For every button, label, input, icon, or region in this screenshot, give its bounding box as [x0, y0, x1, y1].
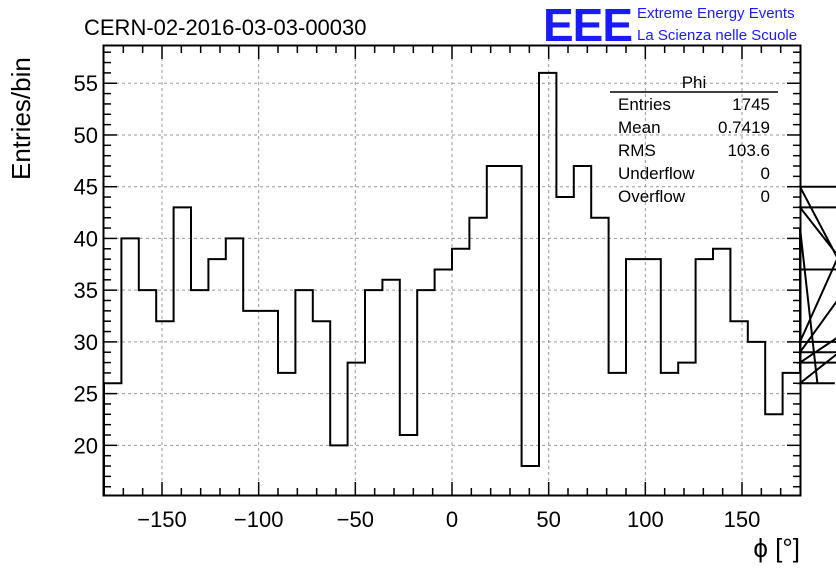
stats-label-underflow: Underflow — [618, 164, 695, 183]
stats-label-entries: Entries — [618, 95, 671, 114]
plot-frame — [102, 44, 802, 497]
y-tick-label: 30 — [74, 330, 98, 355]
stats-value-overflow: 0 — [761, 187, 770, 206]
x-tick-label: 0 — [446, 507, 458, 532]
logo-text: EEE — [543, 0, 632, 51]
y-tick-label: 50 — [74, 123, 98, 148]
stats-label-rms: RMS — [618, 141, 656, 160]
x-tick-label: −50 — [337, 507, 374, 532]
stats-value-mean: 0.7419 — [718, 118, 770, 137]
eee-logo: EEE Extreme Energy Events La Scienza nel… — [543, 0, 797, 51]
stats-label-mean: Mean — [618, 118, 661, 137]
histogram-steps — [103, 71, 836, 495]
y-tick-label: 55 — [74, 71, 98, 96]
x-tick-label: 50 — [536, 507, 560, 532]
x-tick-label: 100 — [627, 507, 664, 532]
y-tick-label: 35 — [74, 278, 98, 303]
x-tick-labels: −150 −100 −50 0 50 100 150 — [137, 507, 760, 532]
y-tick-label: 20 — [74, 433, 98, 458]
x-axis-title: ϕ [°] — [753, 533, 800, 563]
stats-label-overflow: Overflow — [618, 187, 686, 206]
x-tick-label: −150 — [137, 507, 187, 532]
stats-value-underflow: 0 — [761, 164, 770, 183]
y-tick-label: 25 — [74, 382, 98, 407]
y-tick-label: 45 — [74, 175, 98, 200]
stats-value-rms: 103.6 — [727, 141, 770, 160]
x-tick-label: 150 — [724, 507, 761, 532]
logo-line-2: La Scienza nelle Scuole — [637, 27, 797, 44]
stats-box-name: Phi — [682, 73, 707, 92]
grid-lines — [104, 46, 800, 495]
stats-value-entries: 1745 — [732, 95, 770, 114]
y-axis-title: Entries/bin — [6, 57, 36, 180]
y-tick-labels: 20 25 30 35 40 45 50 55 — [74, 71, 98, 458]
chart-title: CERN-02-2016-03-03-00030 — [84, 15, 367, 40]
axis-ticks — [104, 46, 800, 495]
x-tick-label: −100 — [234, 507, 284, 532]
stats-box: Phi Entries 1745 Mean 0.7419 RMS 103.6 U… — [610, 73, 778, 206]
logo-line-1: Extreme Energy Events — [637, 5, 795, 22]
y-tick-label: 40 — [74, 226, 98, 251]
